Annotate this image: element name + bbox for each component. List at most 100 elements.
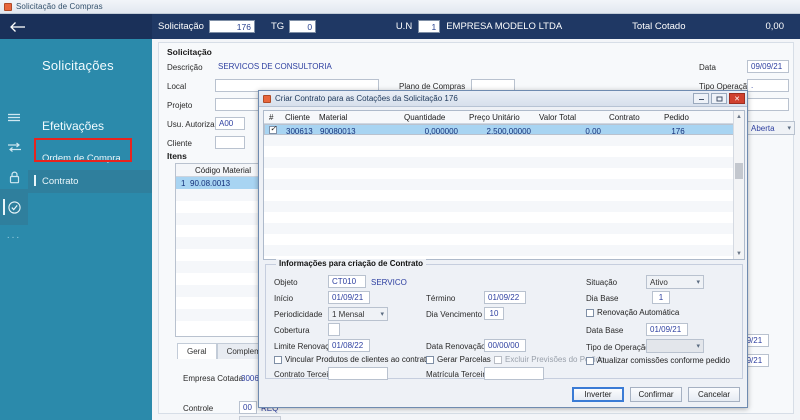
lock-icon[interactable] [7, 170, 21, 184]
tipo-operacao-select[interactable]: ▾ [646, 339, 704, 353]
tg-input[interactable]: 0 [289, 20, 317, 33]
app-icon [263, 94, 271, 103]
maximize-button[interactable] [711, 93, 727, 104]
chevron-down-icon: ▾ [696, 279, 700, 286]
limite-renovacao-input[interactable]: 01/08/22 [328, 339, 370, 352]
row-number: 1 [181, 178, 186, 188]
cobertura-input[interactable] [328, 323, 340, 336]
icon-rail: ... [0, 14, 28, 420]
table-row[interactable]: 300613 90080013 0,000000 2.500,00000 0.0… [264, 124, 744, 136]
controle-input[interactable]: 00 [239, 401, 257, 414]
situacao-select[interactable]: Ativo ▾ [646, 275, 704, 289]
check-circle-icon[interactable] [0, 189, 28, 225]
tipo-operacao-label: Tipo Operação [699, 82, 752, 91]
confirmar-button[interactable]: Confirmar [630, 387, 682, 402]
un-label: U.N [395, 21, 413, 32]
sidebar-item-contrato[interactable]: Contrato [28, 170, 152, 193]
inicio-label: Início [274, 294, 294, 303]
matricula-terceiro-input[interactable] [484, 367, 544, 380]
limite-renovacao-label: Limite Renovação [274, 342, 339, 351]
table-scrollbar[interactable]: ▲ ▼ [733, 111, 744, 259]
sidebar-item-label: Ordem de Compra [42, 153, 121, 164]
dia-base-input[interactable]: 1 [652, 291, 670, 304]
sidebar-item-ordem-de-compra[interactable]: Ordem de Compra [28, 147, 152, 170]
row-checkbox[interactable] [269, 124, 277, 136]
window-title: Solicitação de Compras [16, 2, 103, 11]
minimize-button[interactable] [693, 93, 709, 104]
window-titlebar: Solicitação de Compras [0, 0, 800, 14]
atualizar-comissoes-label: Atualizar comissões conforme pedido [597, 356, 730, 365]
contrato-terceiro-label: Contrato Terceiro [274, 370, 336, 379]
chevron-down-icon: ▾ [380, 311, 384, 318]
row-valor-total: 0.00 [585, 127, 601, 136]
column-preco-unitario: Preço Unitário [469, 113, 520, 122]
descricao-input[interactable]: SERVICOS DE CONSULTORIA [218, 62, 332, 71]
inverter-button[interactable]: Inverter [572, 387, 624, 402]
table-row[interactable]: 1 90.08.0013 [176, 177, 260, 189]
info-legend: Informações para criação de Contrato [276, 259, 427, 268]
data-base-label: Data Base [586, 326, 624, 335]
data-renovacao-label: Data Renovação [426, 342, 486, 351]
scroll-up-icon[interactable]: ▲ [736, 113, 742, 120]
objeto-input[interactable]: CT010 [328, 275, 366, 288]
periodicidade-select[interactable]: 1 Mensal ▾ [328, 307, 388, 321]
app-icon [4, 2, 12, 11]
solicitacao-input[interactable]: 176 [208, 20, 255, 33]
excluir-previsoes-checkbox: Excluir Previsões do Pedido [494, 355, 605, 364]
back-button[interactable] [0, 14, 152, 39]
itens-grid[interactable]: Código Material 1 90.08.0013 [175, 163, 261, 337]
termino-input[interactable]: 01/09/22 [484, 291, 526, 304]
transfer-icon[interactable] [7, 140, 21, 154]
dialog-title: Criar Contrato para as Cotações da Solic… [275, 94, 458, 103]
cliente-label: Cliente [167, 139, 192, 148]
tipo-operacao-label: Tipo de Operação [586, 343, 650, 352]
projeto-input[interactable] [215, 98, 259, 111]
criar-contrato-dialog: Criar Contrato para as Cotações da Solic… [258, 90, 748, 408]
situacao-select[interactable]: Aberta ▾ [747, 121, 795, 135]
close-button[interactable]: ✕ [729, 93, 745, 104]
cobertura-label: Cobertura [274, 326, 310, 335]
tab-geral[interactable]: Geral [177, 343, 217, 359]
sidebar-panel: Solicitações Efetivações Ordem de Compra… [28, 14, 152, 420]
column-index: # [269, 113, 274, 122]
situacao-label: Situação [586, 278, 618, 287]
scrollbar-thumb[interactable] [735, 163, 743, 179]
renovacao-automatica-checkbox[interactable]: Renovação Automática [586, 308, 679, 317]
sidebar-item-label: Contrato [42, 176, 79, 187]
contrato-terceiro-input[interactable] [328, 367, 388, 380]
column-codigo-material: Código Material [195, 165, 252, 175]
situacao-value: Ativo [650, 277, 668, 287]
conta-gerencial-input[interactable] [239, 416, 281, 420]
un-input[interactable]: 1 [418, 20, 441, 33]
inicio-input[interactable]: 01/09/21 [328, 291, 370, 304]
dia-vencimento-input[interactable]: 10 [484, 307, 504, 320]
data-renovacao-input[interactable]: 00/00/00 [484, 339, 526, 352]
dialog-titlebar[interactable]: Criar Contrato para as Cotações da Solic… [259, 91, 747, 107]
gerar-parcelas-checkbox[interactable]: Gerar Parcelas [426, 355, 491, 364]
data-base-input[interactable]: 01/09/21 [646, 323, 688, 336]
situacao-value: Aberta [751, 123, 775, 133]
projeto-label: Projeto [167, 101, 193, 110]
dia-vencimento-label: Dia Vencimento [426, 310, 483, 319]
dia-base-label: Dia Base [586, 294, 619, 303]
atualizar-comissoes-checkbox[interactable]: Atualizar comissões conforme pedido [586, 356, 730, 365]
empresa-cotada-label: Empresa Cotada [183, 374, 244, 383]
controle-extra: REQ [261, 404, 279, 413]
data-input[interactable]: 09/09/21 [747, 60, 789, 73]
objeto-label: Objeto [274, 278, 298, 287]
tipo-operacao-input[interactable]: . [747, 79, 789, 92]
more-icon[interactable]: ... [6, 230, 22, 241]
menu-icon[interactable] [7, 110, 21, 124]
cotacoes-table[interactable]: # Cliente Material Quantidade Preço Unit… [263, 110, 745, 260]
tg-label: TG [270, 21, 285, 32]
usu-autorizado-input[interactable]: A00 [215, 117, 245, 130]
chevron-down-icon: ▾ [696, 343, 700, 350]
page-title: Solicitações [42, 58, 114, 73]
scroll-down-icon[interactable]: ▼ [736, 250, 742, 257]
cliente-input[interactable] [215, 136, 245, 149]
usu-autorizado-label: Usu. Autorizado [167, 120, 224, 129]
cancelar-button[interactable]: Cancelar [688, 387, 740, 402]
tipo-operacao-extra-input[interactable] [747, 98, 789, 111]
vincular-produtos-checkbox[interactable]: Vincular Produtos de clientes ao contrat… [274, 355, 431, 364]
